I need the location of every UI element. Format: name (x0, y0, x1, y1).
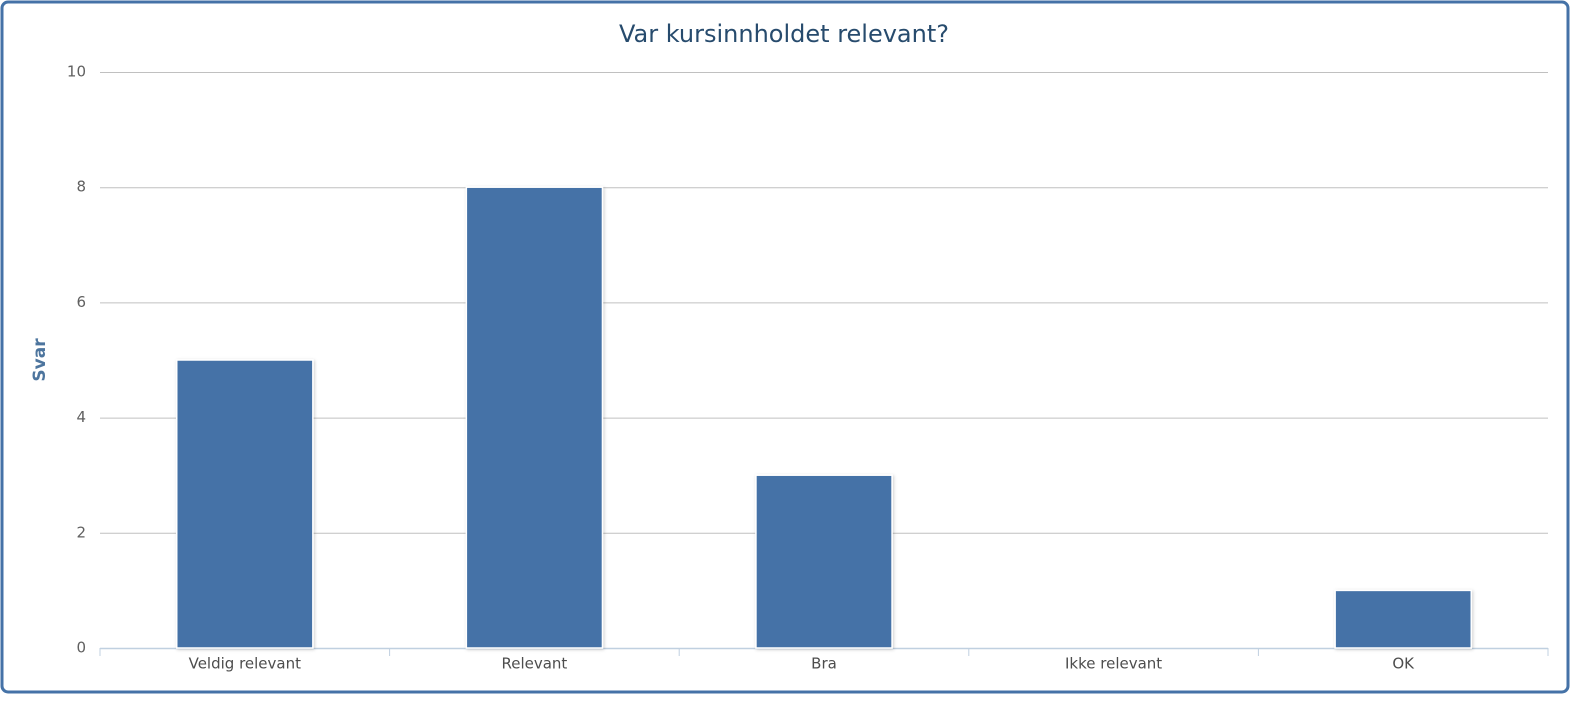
y-tick-label: 4 (76, 408, 86, 426)
x-tick-label: OK (1392, 655, 1415, 673)
y-tick-label: 0 (76, 639, 86, 657)
bar (1334, 589, 1473, 649)
x-tick-label: Relevant (501, 655, 567, 673)
y-tick-label: 8 (76, 178, 86, 196)
x-tick-label: Ikke relevant (1065, 655, 1162, 673)
y-tick-label: 6 (76, 293, 86, 311)
bar (755, 474, 893, 649)
x-tick-label: Veldig relevant (189, 655, 302, 673)
y-tick-label: 10 (67, 63, 86, 81)
x-tick-label: Bra (811, 655, 837, 673)
bar (175, 359, 314, 649)
chart-title: Var kursinnholdet relevant? (619, 20, 949, 48)
y-tick-label: 2 (76, 523, 86, 541)
y-axis-title: Svar (30, 338, 50, 382)
bar (465, 186, 604, 649)
